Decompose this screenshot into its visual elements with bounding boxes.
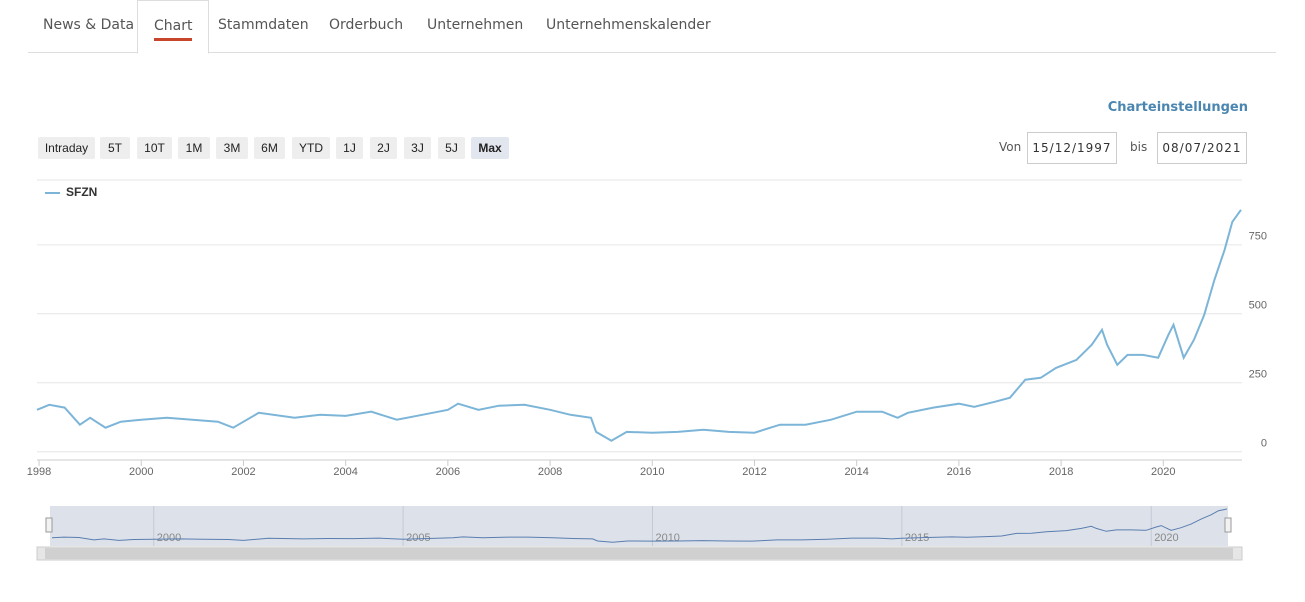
tab[interactable]: Chart <box>137 0 210 54</box>
x-tick-label: 2006 <box>436 466 460 478</box>
tab[interactable]: Orderbuch <box>329 17 404 33</box>
range-button[interactable]: 1J <box>336 137 363 159</box>
tab[interactable]: Stammdaten <box>218 17 309 33</box>
x-tick-label: 1998 <box>27 466 51 478</box>
navigator-window <box>50 506 1228 546</box>
x-tick-label: 2020 <box>1151 466 1175 478</box>
tab[interactable]: Unternehmen <box>427 17 524 33</box>
range-button[interactable]: 3M <box>216 137 248 159</box>
y-tick-label: 0 <box>1261 438 1267 450</box>
tab-rule <box>28 52 1276 53</box>
range-button[interactable]: 3J <box>404 137 431 159</box>
settings-link[interactable]: Charteinstellungen <box>1107 100 1248 115</box>
tab[interactable]: Unternehmenskalender <box>546 17 711 33</box>
y-tick-label: 500 <box>1249 300 1267 312</box>
range-button[interactable]: 5T <box>100 137 130 159</box>
tab[interactable]: News & Data <box>43 17 135 33</box>
legend-label: SFZN <box>66 185 97 199</box>
x-tick-label: 2014 <box>844 466 868 478</box>
nav-handle[interactable] <box>1224 517 1232 533</box>
nav-line <box>51 508 1228 543</box>
x-tick-label: 2008 <box>538 466 562 478</box>
price-line <box>36 209 1242 442</box>
range-button[interactable]: Intraday <box>38 137 95 159</box>
scrollbar-thumb[interactable] <box>45 548 1233 559</box>
range-button[interactable]: 10T <box>137 137 172 159</box>
range-button[interactable]: Max <box>471 137 509 159</box>
range-button[interactable]: 5J <box>438 137 465 159</box>
nav-tick-label: 2000 <box>157 532 181 544</box>
range-button[interactable]: YTD <box>292 137 330 159</box>
x-tick-label: 2012 <box>742 466 766 478</box>
to-label: bis <box>1130 140 1148 154</box>
x-tick-label: 2016 <box>947 466 971 478</box>
from-label: Von <box>999 140 1022 154</box>
date-from[interactable]: 15/12/1997 <box>1027 132 1117 164</box>
nav-tick-label: 2010 <box>655 532 679 544</box>
date-to[interactable]: 08/07/2021 <box>1157 132 1247 164</box>
y-tick-label: 750 <box>1249 231 1267 243</box>
nav-handle[interactable] <box>45 517 53 533</box>
x-tick-label: 2010 <box>640 466 664 478</box>
tab-label: Chart <box>154 18 193 41</box>
x-tick-label: 2018 <box>1049 466 1073 478</box>
range-button[interactable]: 6M <box>254 137 285 159</box>
range-button[interactable]: 1M <box>178 137 210 159</box>
x-tick-label: 2000 <box>129 466 153 478</box>
y-tick-label: 250 <box>1249 369 1267 381</box>
range-button[interactable]: 2J <box>370 137 397 159</box>
x-tick-label: 2004 <box>333 466 357 478</box>
nav-tick-label: 2005 <box>406 532 430 544</box>
nav-tick-label: 2020 <box>1154 532 1178 544</box>
x-tick-label: 2002 <box>231 466 255 478</box>
